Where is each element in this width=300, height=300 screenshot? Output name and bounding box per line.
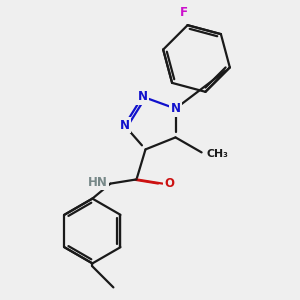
Text: HN: HN <box>88 176 108 189</box>
Text: N: N <box>137 90 148 103</box>
Text: O: O <box>164 177 174 190</box>
Text: CH₃: CH₃ <box>206 149 228 159</box>
Text: N: N <box>170 102 181 115</box>
Text: N: N <box>119 119 130 132</box>
Text: F: F <box>180 6 188 19</box>
